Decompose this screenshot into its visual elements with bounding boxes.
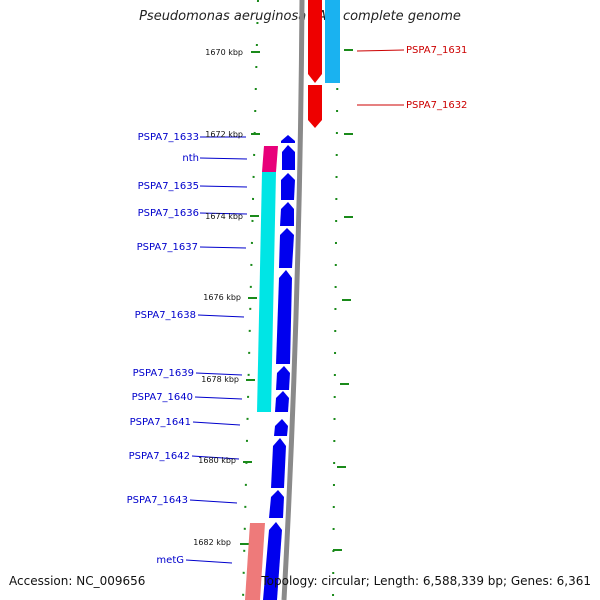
gene-label-pspa7-1637[interactable]: PSPA7_1637 <box>137 242 198 253</box>
gene-label-pspa7-1635[interactable]: PSPA7_1635 <box>138 181 199 192</box>
reverse-gene-labels: PSPA7_1633 nth PSPA7_1635 PSPA7_1636 PSP… <box>127 132 199 566</box>
gene-label-pspa7-1639[interactable]: PSPA7_1639 <box>133 368 194 379</box>
scale-labels: 1670 kbp 1672 kbp 1674 kbp 1676 kbp 1678… <box>193 48 243 547</box>
gene-arrow-pspa7-1642[interactable] <box>271 438 286 488</box>
scale-label: 1678 kbp <box>201 375 239 384</box>
scale-label: 1676 kbp <box>203 293 241 302</box>
genome-backbone <box>281 0 305 600</box>
gene-arrow-pspa7-1640[interactable] <box>275 391 289 412</box>
gene-arrow-pspa7-1635[interactable] <box>281 173 295 200</box>
gene-arrow-pspa7-1637[interactable] <box>279 228 294 268</box>
outer-tick-track <box>332 0 353 600</box>
gene-arrow-pspa7-1636[interactable] <box>280 202 294 226</box>
gene-arrow-metg[interactable] <box>263 522 282 600</box>
gene-arrow-pspa7-1639[interactable] <box>276 366 290 390</box>
gene-arrow-nth[interactable] <box>282 145 295 170</box>
reverse-strand[interactable] <box>245 135 295 600</box>
gene-label-pspa7-1638[interactable]: PSPA7_1638 <box>135 310 196 321</box>
forward-label-leaders <box>356 49 405 106</box>
gene-arrow-pspa7-1641[interactable] <box>274 419 288 436</box>
cds-block-metg[interactable] <box>245 523 265 600</box>
reverse-label-leaders <box>185 136 248 564</box>
rna-block-nth[interactable] <box>262 146 278 172</box>
gene-arrow-pspa7-1638[interactable] <box>276 270 292 364</box>
scale-label: 1680 kbp <box>198 456 236 465</box>
gene-label-pspa7-1643[interactable]: PSPA7_1643 <box>127 495 188 506</box>
gene-label-metg[interactable]: metG <box>156 555 184 566</box>
scale-label: 1682 kbp <box>193 538 231 547</box>
gene-arrow-pspa7-1633[interactable] <box>281 135 295 143</box>
gene-label-pspa7-1641[interactable]: PSPA7_1641 <box>130 417 191 428</box>
gene-label-pspa7-1631[interactable]: PSPA7_1631 <box>406 45 467 56</box>
gene-label-pspa7-1632[interactable]: PSPA7_1632 <box>406 100 467 111</box>
topology-text: Topology: circular; Length: 6,588,339 bp… <box>261 574 591 588</box>
reverse-cds-block[interactable] <box>257 172 276 412</box>
gene-arrow-pspa7-1643[interactable] <box>269 490 284 518</box>
forward-strand[interactable] <box>308 0 340 128</box>
gene-label-pspa7-1636[interactable]: PSPA7_1636 <box>138 208 199 219</box>
gene-label-pspa7-1633[interactable]: PSPA7_1633 <box>138 132 199 143</box>
gene-arrow-pspa7-1631[interactable] <box>308 0 322 83</box>
scale-label: 1672 kbp <box>205 130 243 139</box>
gene-label-pspa7-1640[interactable]: PSPA7_1640 <box>132 392 193 403</box>
inner-tick-track <box>240 0 260 600</box>
scale-label: 1674 kbp <box>205 212 243 221</box>
forward-gene-labels: PSPA7_1631 PSPA7_1632 <box>406 45 467 111</box>
scale-label: 1670 kbp <box>205 48 243 57</box>
gene-label-pspa7-1642[interactable]: PSPA7_1642 <box>129 451 190 462</box>
gene-arrow-pspa7-1632[interactable] <box>308 85 322 128</box>
accession-text: Accession: NC_009656 <box>9 574 146 588</box>
gene-label-nth[interactable]: nth <box>182 153 199 164</box>
forward-cds-block[interactable] <box>325 0 340 83</box>
